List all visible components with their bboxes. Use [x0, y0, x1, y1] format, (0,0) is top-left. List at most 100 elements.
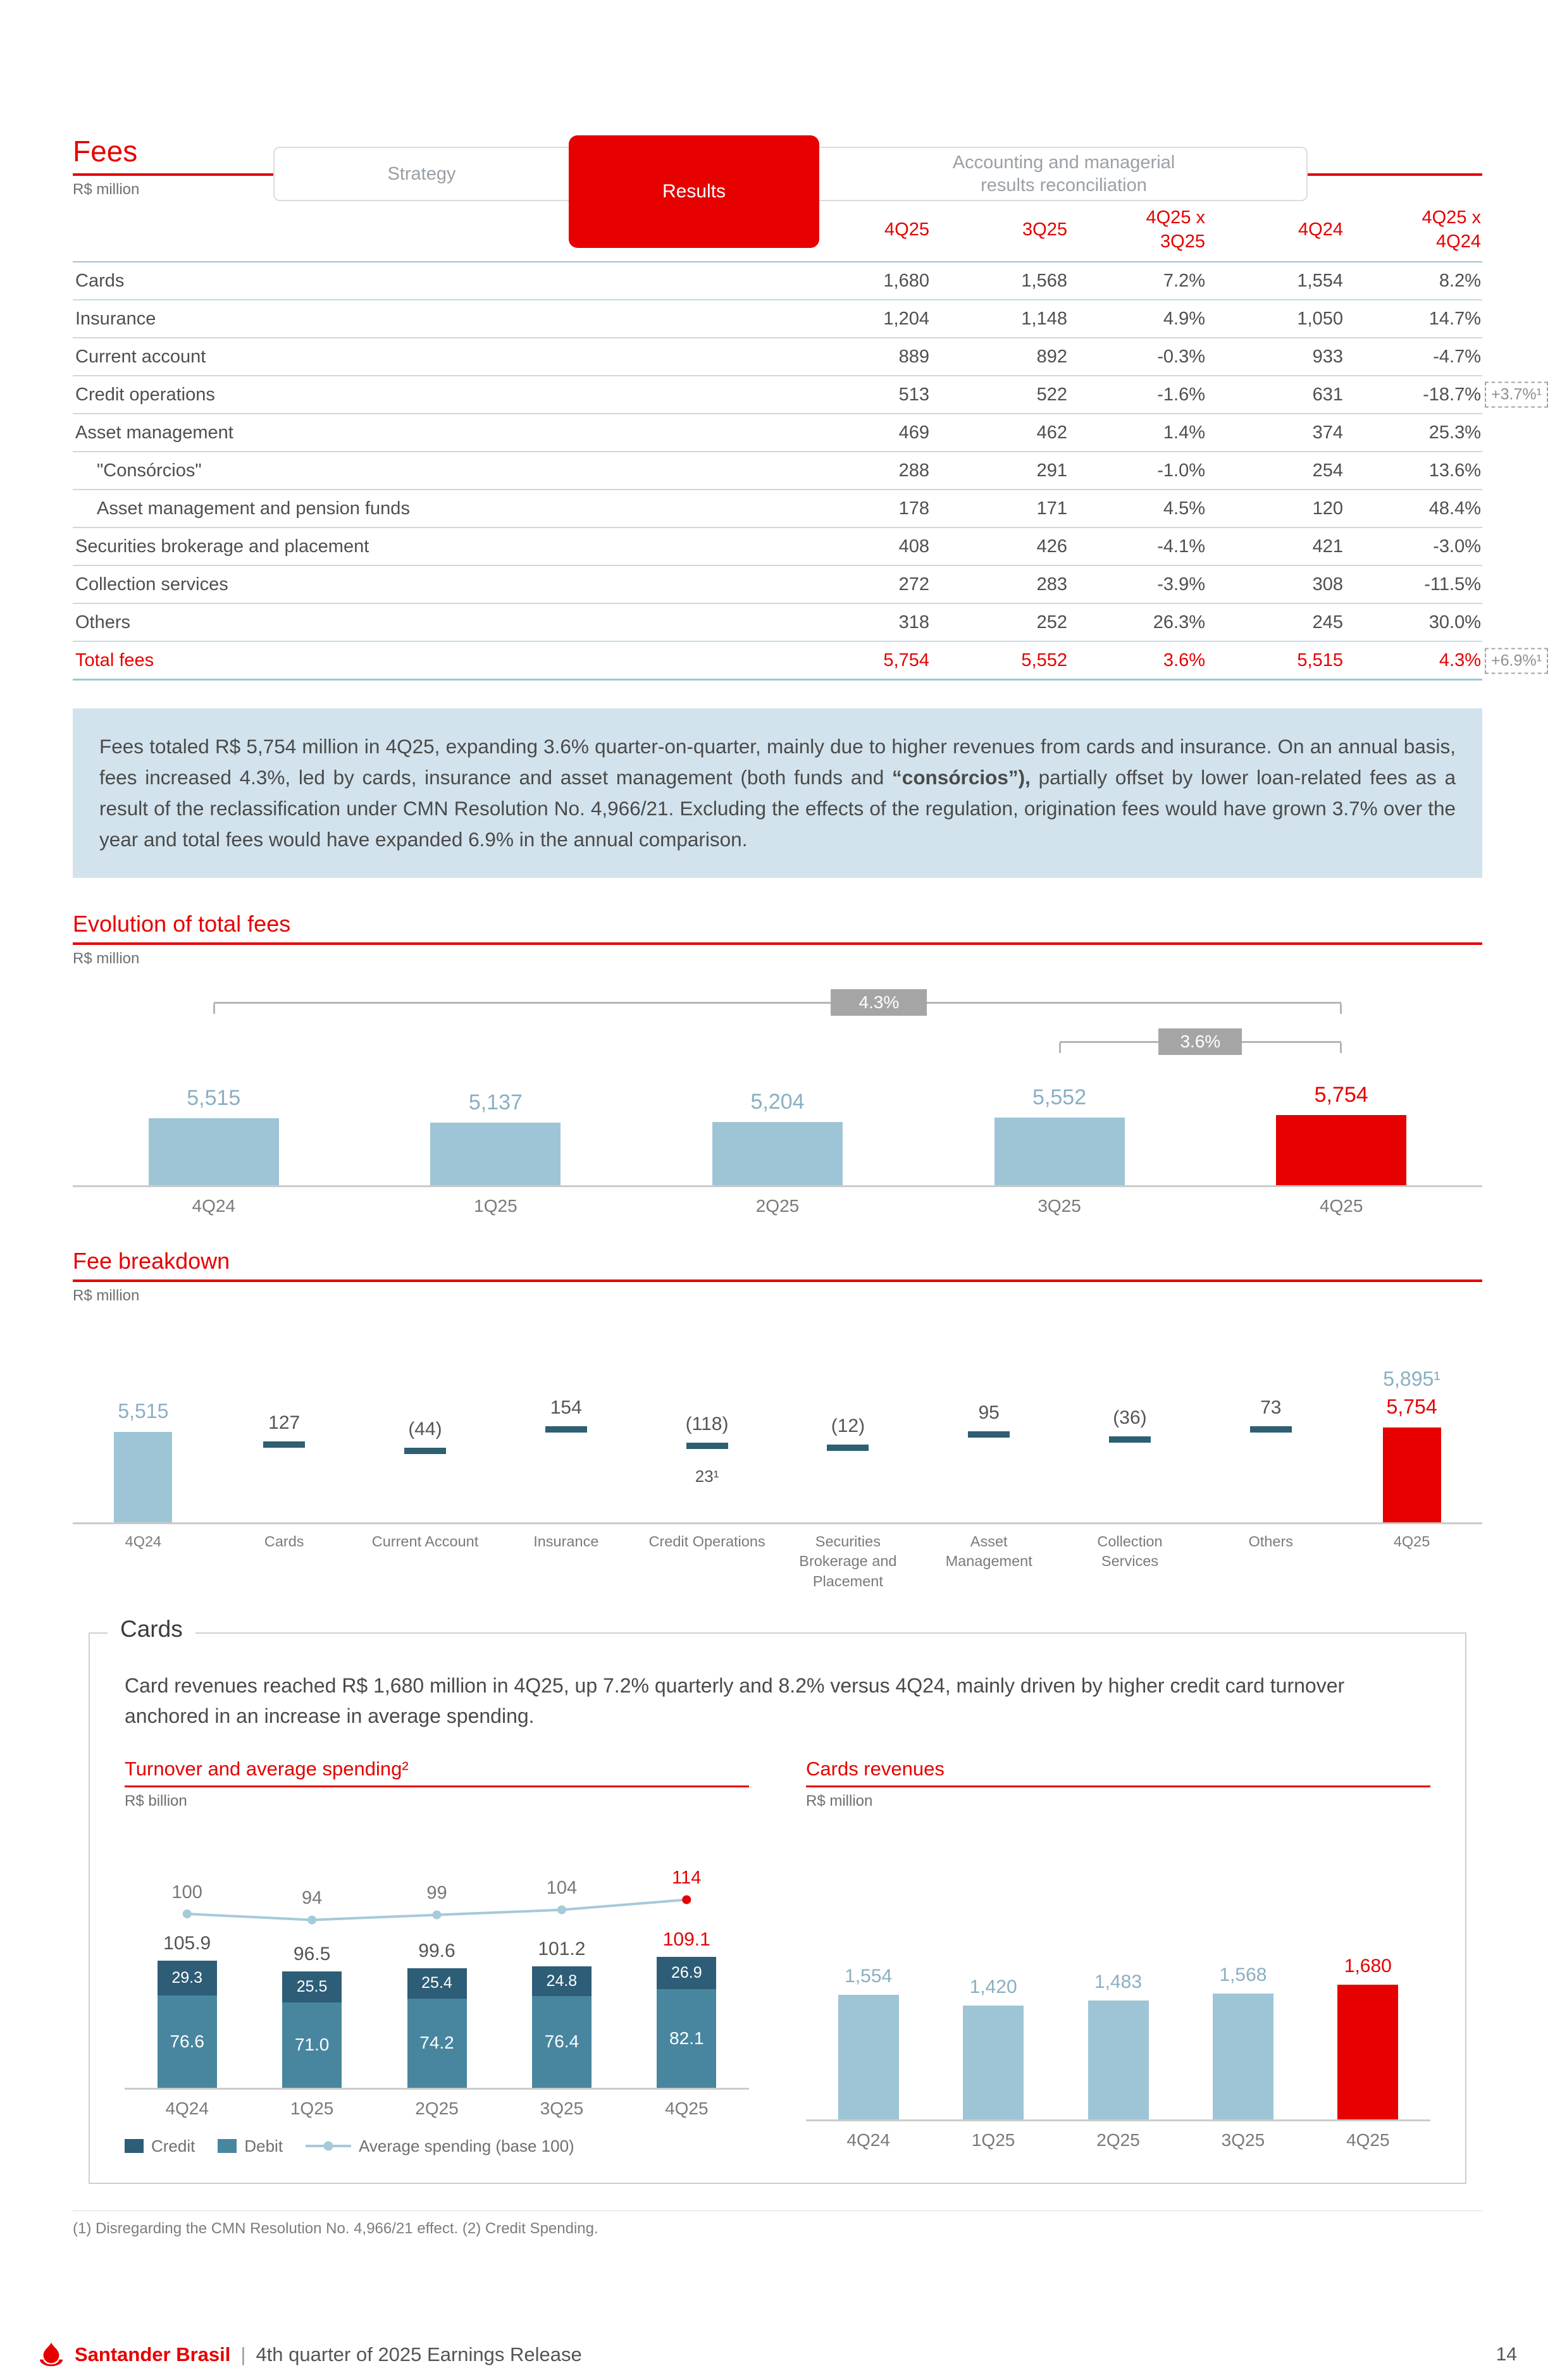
bar-value-label: 5,754 [1314, 1082, 1368, 1107]
credit-bar-segment: 29.3 [157, 1960, 217, 1996]
page-title: Fees [73, 135, 138, 168]
fee-breakdown-section: Fee breakdown R$ million 5,515 127 (44) 154… [73, 1248, 1482, 1592]
bar-column: 1,568 [1180, 1964, 1305, 2119]
step-value-label: 73 [1260, 1397, 1282, 1418]
bar-value-label: 1,680 [1344, 1955, 1392, 1976]
bar [148, 1118, 279, 1185]
chart-unit-label: R$ billion [125, 1792, 187, 1810]
evolution-category-labels: 4Q24 1Q25 2Q25 3Q25 4Q25 [73, 1196, 1482, 1216]
cell-value: 272 [793, 565, 931, 605]
row-label: Asset management and pension funds [73, 490, 793, 529]
santander-flame-icon [39, 2342, 63, 2367]
line-value-label: 104 [546, 1878, 578, 1899]
cell-value: 5,515 [1206, 641, 1344, 681]
tab-results[interactable]: Results [569, 135, 819, 248]
bar [1337, 1984, 1399, 2119]
table-row: Cards 1,680 1,568 7.2% 1,554 8.2% [73, 262, 1555, 301]
panel-title: Turnover and average spending² [125, 1757, 409, 1780]
annotation-header-cell [1482, 201, 1555, 262]
annotation-cell [1482, 338, 1555, 376]
step-value-label: 127 [268, 1412, 300, 1434]
cell-value: 5,552 [931, 641, 1069, 681]
category-label: 4Q25 [1319, 1195, 1363, 1216]
cell-value: 421 [1206, 527, 1344, 567]
annotation-cell [1482, 603, 1555, 641]
footer-separator: | [240, 2343, 246, 2365]
evolution-section: Evolution of total fees R$ million 4.3% … [73, 911, 1482, 1216]
tab-strategy[interactable]: Strategy [275, 148, 569, 200]
step-bar [827, 1444, 869, 1451]
col-header: 4Q24 [1206, 201, 1344, 263]
tab-bar: Strategy Accounting and managerial resul… [273, 135, 1309, 248]
cell-value: 631 [1206, 376, 1344, 415]
bar-column: 1,420 [931, 1976, 1055, 2119]
cell-value: 1,554 [1206, 262, 1344, 301]
cell-value: 892 [931, 338, 1069, 377]
bar [1276, 1114, 1407, 1185]
page-number: 14 [1496, 2344, 1517, 2365]
waterfall-category-labels: 4Q24 Cards Current Account Insurance Credit … [73, 1532, 1482, 1592]
cell-value: 48.4% [1344, 490, 1482, 529]
tab-reconciliation[interactable]: Accounting and managerial results reconc… [819, 148, 1309, 200]
turnover-chart-plot: 100 105.9 29.3 76.6 94 96.5 25.5 71.0 99 99.6 25.4… [125, 1818, 749, 2090]
table-row: Asset management 469 462 1.4% 374 25.3% [73, 414, 1555, 453]
title-rule [73, 942, 1482, 945]
category-label: 2Q25 [755, 1195, 800, 1216]
waterfall-column: (118) 23¹ [636, 1312, 778, 1522]
title-rule [125, 1785, 749, 1787]
cell-value: 1,148 [931, 300, 1069, 339]
section-title: Evolution of total fees [73, 910, 291, 937]
waterfall-column: 5,895¹ 5,754 [1341, 1312, 1482, 1522]
waterfall-column: 73 [1200, 1312, 1341, 1522]
text-run: partially offset by lower loan-related f… [99, 766, 1456, 851]
cell-value: 252 [931, 603, 1069, 643]
waterfall-columns: 5,515 127 (44) 154 (118) 23¹ (12) 95 (36) 73 5,895… [73, 1312, 1482, 1522]
cards-section-title: Cards [108, 1615, 195, 1643]
category-label: 4Q25 [1393, 1532, 1430, 1550]
col-header: 4Q25 x 3Q25 [1069, 201, 1206, 263]
annotation-cell: +3.7%¹ [1482, 376, 1555, 414]
cell-value: -4.1% [1069, 527, 1206, 567]
adjusted-value-label: 5,895¹ [1383, 1367, 1440, 1390]
cards-revenues-panel: Cards revenues R$ million 1,554 1,420 1,48… [806, 1758, 1430, 2156]
step-bar [686, 1443, 728, 1450]
start-bar [114, 1431, 173, 1522]
cell-value: 308 [1206, 565, 1344, 605]
waterfall-column: 95 [919, 1312, 1060, 1522]
category-label: 4Q25 [1346, 2130, 1390, 2150]
cell-value: 1,568 [931, 262, 1069, 301]
cell-value: 171 [931, 490, 1069, 529]
footer-text: 4th quarter of 2025 Earnings Release [256, 2343, 582, 2365]
line-marker-icon [306, 2145, 352, 2148]
cell-value: -11.5% [1344, 565, 1482, 605]
step-value-label: (12) [831, 1415, 865, 1436]
annotation-cell [1482, 414, 1555, 452]
bar-value-label: 5,137 [468, 1090, 523, 1114]
row-label: Cards [73, 262, 793, 301]
bar [430, 1122, 561, 1185]
bar-value-label: 5,754 [1386, 1395, 1437, 1418]
bar-column: 5,515 [73, 1086, 355, 1185]
bottom-divider [73, 2210, 1482, 2211]
cell-value: -3.9% [1069, 565, 1206, 605]
line-value-label: 99 [426, 1883, 447, 1904]
table-row: Insurance 1,204 1,148 4.9% 1,050 14.7% [73, 300, 1555, 339]
cell-value: 30.0% [1344, 603, 1482, 643]
waterfall-column: 127 [214, 1312, 355, 1522]
cell-value: 462 [931, 414, 1069, 453]
category-label: Collection Services [1097, 1532, 1163, 1570]
bar-column: 1,483 [1056, 1971, 1180, 2119]
bar [1212, 1993, 1273, 2119]
waterfall-column: 5,515 [73, 1312, 214, 1522]
category-label: 3Q25 [1038, 1195, 1081, 1216]
row-label: Others [73, 603, 793, 643]
turnover-category-labels: 4Q24 1Q25 2Q25 3Q25 4Q25 [125, 2099, 749, 2119]
cell-value: 1.4% [1069, 414, 1206, 453]
bar-value-label: 1,483 [1094, 1971, 1143, 1992]
cell-value: 513 [793, 376, 931, 415]
bar-value-label: 5,515 [187, 1085, 241, 1110]
cell-value: 933 [1206, 338, 1344, 377]
annotation-cell [1482, 262, 1555, 300]
tab-label: Accounting and managerial results reconc… [952, 152, 1175, 195]
waterfall-column: (36) [1060, 1312, 1201, 1522]
